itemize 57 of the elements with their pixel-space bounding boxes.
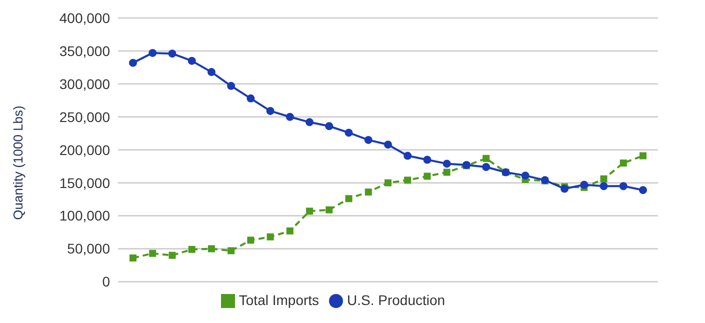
point [246, 94, 255, 102]
point [345, 195, 352, 202]
y-tick-label: 150,000 [59, 174, 110, 191]
point [149, 250, 156, 257]
point [306, 118, 314, 126]
y-tick-label: 350,000 [59, 42, 110, 59]
point [404, 152, 412, 160]
point [306, 208, 314, 215]
point [207, 68, 216, 76]
point [364, 136, 372, 144]
point [266, 106, 274, 115]
y-axis-title: Quantity (1000 Lbs) [10, 106, 26, 220]
point [227, 82, 236, 90]
point [521, 172, 530, 180]
y-tick-label: 100,000 [59, 208, 110, 224]
point [404, 176, 412, 184]
point [482, 154, 490, 162]
legend-label: U.S. Production [347, 292, 446, 308]
y-tick-label: 50,000 [67, 240, 110, 257]
point [620, 160, 627, 167]
point [600, 175, 608, 182]
point [130, 254, 136, 262]
point [247, 236, 254, 244]
point [228, 247, 235, 254]
point [286, 227, 294, 234]
point [482, 162, 490, 171]
point [639, 186, 647, 194]
point [325, 122, 334, 130]
y-tick-label: 250,000 [59, 108, 110, 125]
point [443, 168, 450, 176]
point [148, 48, 157, 57]
point [326, 206, 333, 214]
point [384, 179, 392, 186]
point [129, 58, 137, 67]
y-tick-label: 300,000 [59, 76, 110, 92]
y-tick-label: 200,000 [59, 142, 110, 158]
legend-label: Total Imports [238, 292, 320, 308]
point [364, 188, 372, 196]
point [266, 233, 274, 240]
point [168, 50, 176, 58]
point [188, 246, 196, 253]
point [619, 182, 628, 190]
point [560, 184, 569, 193]
point [580, 180, 588, 189]
point [442, 160, 451, 168]
point [208, 245, 215, 252]
point [384, 140, 392, 149]
point [188, 56, 196, 65]
point [423, 156, 432, 164]
point [344, 128, 353, 137]
point [424, 172, 431, 180]
y-tick-label: 0 [102, 274, 110, 290]
point [168, 252, 176, 259]
y-tick-label: 400,000 [59, 10, 110, 26]
point [640, 152, 646, 160]
point [286, 112, 294, 121]
point [600, 182, 608, 190]
